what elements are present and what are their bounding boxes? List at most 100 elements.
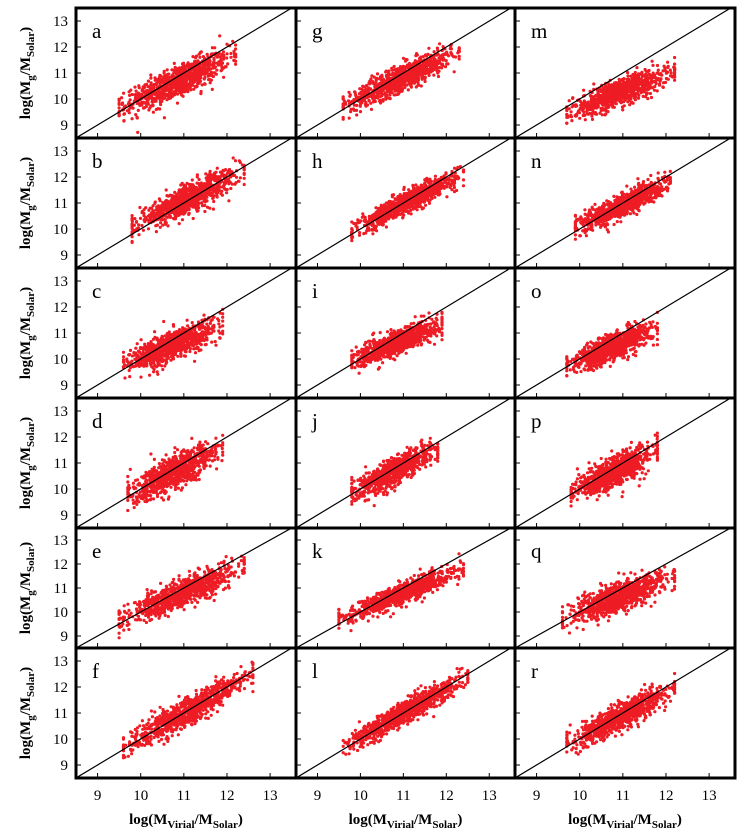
data-point [242, 171, 246, 175]
data-point [428, 198, 432, 202]
data-point [163, 218, 167, 222]
data-point [242, 182, 246, 187]
data-point [403, 205, 407, 209]
data-point [173, 212, 177, 216]
data-point [189, 202, 193, 206]
data-point [130, 240, 134, 244]
data-point [673, 62, 677, 66]
data-point [351, 235, 355, 239]
data-point [182, 189, 186, 193]
data-point [341, 103, 345, 107]
data-point [570, 119, 574, 123]
data-point [379, 203, 383, 207]
data-point [151, 99, 155, 104]
data-point [130, 217, 134, 221]
data-point [392, 73, 396, 77]
data-point [142, 90, 146, 95]
data-point [400, 196, 404, 200]
data-point [212, 199, 216, 204]
data-point [417, 199, 421, 204]
data-point [210, 87, 214, 91]
data-point [651, 74, 655, 78]
data-point [673, 78, 677, 82]
data-point [207, 65, 211, 69]
data-point [213, 171, 217, 175]
data-point [203, 200, 207, 204]
data-point [455, 188, 459, 193]
data-point [151, 110, 155, 114]
data-point [349, 110, 353, 114]
data-point [218, 34, 222, 38]
data-point [191, 185, 195, 189]
data-point [140, 211, 144, 215]
data-point [589, 98, 594, 102]
data-point [607, 99, 611, 103]
data-point [457, 49, 461, 53]
data-point [196, 59, 200, 63]
data-point [161, 86, 165, 90]
data-point [414, 183, 418, 187]
data-point [442, 57, 446, 61]
data-point [365, 103, 370, 107]
data-point [432, 50, 436, 54]
data-point [601, 93, 606, 97]
data-point [153, 201, 157, 205]
data-point [377, 211, 381, 215]
data-point [347, 90, 351, 94]
data-point [210, 52, 214, 56]
data-point [429, 188, 433, 192]
data-point [234, 43, 238, 47]
data-point [604, 112, 608, 116]
data-point [603, 95, 607, 99]
data-point [436, 74, 441, 79]
data-point [169, 201, 173, 205]
data-point [208, 59, 212, 63]
data-point [177, 201, 181, 206]
data-point [148, 89, 152, 93]
data-point [370, 223, 374, 228]
y-tick-label: 11 [54, 66, 68, 82]
data-point [627, 84, 631, 88]
data-point [183, 209, 187, 213]
data-point [409, 208, 413, 212]
data-point [452, 166, 457, 170]
data-point [397, 88, 402, 93]
data-point [452, 186, 456, 190]
data-point [120, 101, 125, 105]
data-point [199, 187, 203, 191]
data-point [634, 75, 638, 79]
data-point [229, 186, 233, 191]
data-point [379, 94, 383, 98]
data-point [566, 115, 570, 119]
data-point [427, 46, 431, 50]
data-point [613, 87, 618, 91]
data-point [194, 196, 198, 201]
data-point [413, 69, 417, 73]
data-point [180, 200, 184, 204]
data-point [225, 56, 229, 60]
data-point [182, 68, 187, 72]
data-point [375, 76, 379, 80]
data-point [147, 96, 151, 100]
data-point [569, 110, 573, 114]
reference-line [515, 8, 731, 138]
data-point [391, 193, 396, 197]
data-point [611, 95, 615, 99]
data-point [655, 89, 659, 93]
data-point [389, 206, 393, 210]
data-point [172, 61, 176, 65]
panel-h: h [294, 136, 517, 270]
data-point [376, 221, 380, 225]
data-point [371, 215, 376, 219]
data-point [386, 202, 390, 206]
data-point [125, 109, 129, 113]
data-point [444, 51, 448, 56]
data-point [375, 72, 380, 76]
data-point [211, 62, 215, 66]
data-point [136, 108, 140, 112]
y-tick-label: 12 [53, 170, 68, 186]
data-point [396, 195, 400, 199]
data-point [203, 72, 207, 76]
data-point [232, 54, 236, 59]
